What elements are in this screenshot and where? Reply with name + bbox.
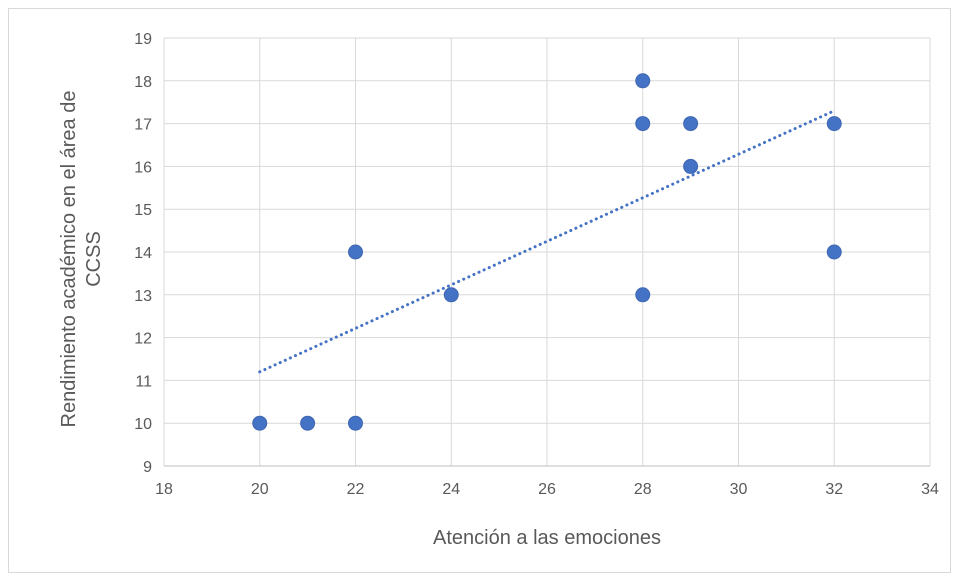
x-tick-label: 34 bbox=[921, 481, 939, 498]
y-tick-label: 11 bbox=[135, 373, 152, 390]
gridlines bbox=[163, 37, 931, 467]
data-point bbox=[252, 415, 268, 431]
y-axis-title-line-1: Rendimiento académico en el área de bbox=[58, 91, 80, 428]
y-axis-title: Rendimiento académico en el área de CCSS bbox=[58, 91, 105, 428]
y-tick-label: 10 bbox=[134, 416, 152, 433]
data-point bbox=[635, 287, 651, 303]
data-point bbox=[826, 116, 842, 132]
x-tick-labels: 18 20 22 24 26 28 30 32 34 bbox=[155, 481, 939, 498]
x-tick-label: 32 bbox=[825, 481, 843, 498]
data-point bbox=[635, 73, 651, 89]
y-tick-label: 12 bbox=[134, 331, 152, 348]
x-tick-label: 28 bbox=[634, 481, 652, 498]
y-tick-labels: 9 10 11 12 13 14 15 16 17 18 19 bbox=[134, 31, 152, 476]
data-point bbox=[683, 158, 699, 174]
trendline bbox=[258, 109, 836, 374]
y-tick-label: 14 bbox=[134, 245, 152, 262]
data-point bbox=[635, 116, 651, 132]
x-tick-label: 24 bbox=[442, 481, 460, 498]
data-point bbox=[443, 287, 459, 303]
y-tick-label: 16 bbox=[134, 159, 152, 176]
x-tick-label: 20 bbox=[251, 481, 269, 498]
x-tick-label: 22 bbox=[347, 481, 365, 498]
data-point bbox=[300, 415, 316, 431]
scatter-chart: 18 20 22 24 26 28 30 32 34 9 10 11 12 13 14 15 16 17 18 19… bbox=[58, 31, 939, 549]
x-tick-label: 26 bbox=[538, 481, 556, 498]
x-tick-label: 18 bbox=[155, 481, 173, 498]
trendline-group bbox=[258, 109, 836, 374]
chart-area: 18 20 22 24 26 28 30 32 34 9 10 11 12 13 14 15 16 17 18 19… bbox=[8, 8, 951, 573]
y-tick-label: 9 bbox=[143, 459, 152, 476]
y-tick-label: 18 bbox=[134, 74, 152, 91]
y-tick-label: 19 bbox=[134, 31, 152, 48]
y-tick-label: 13 bbox=[134, 288, 152, 305]
data-point bbox=[826, 244, 842, 260]
data-point bbox=[348, 244, 363, 260]
data-point bbox=[683, 116, 699, 132]
x-axis-title: Atención a las emociones bbox=[433, 527, 661, 549]
y-tick-label: 15 bbox=[134, 202, 152, 219]
data-points bbox=[252, 73, 842, 431]
x-tick-label: 30 bbox=[730, 481, 748, 498]
y-axis-title-line-2: CCSS bbox=[83, 231, 105, 287]
y-tick-label: 17 bbox=[134, 117, 152, 134]
data-point bbox=[348, 415, 363, 431]
